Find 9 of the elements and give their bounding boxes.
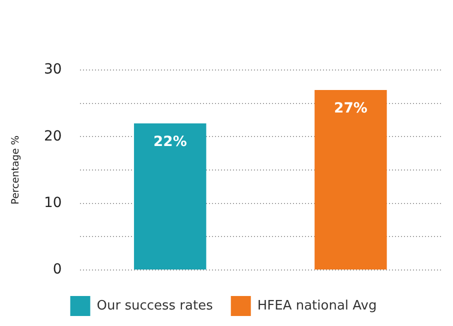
y-tick-label: 0 <box>52 262 62 278</box>
y-axis-title: Percentage % <box>10 136 22 204</box>
data-label: 27% <box>334 100 368 117</box>
y-tick-label: 20 <box>44 128 62 144</box>
legend-label: HFEA national Avg <box>257 298 377 314</box>
y-tick-label: 10 <box>44 194 62 211</box>
data-label: 22% <box>153 134 187 150</box>
y-tick-label: 30 <box>44 62 62 78</box>
legend-label: Our success rates <box>96 298 214 314</box>
